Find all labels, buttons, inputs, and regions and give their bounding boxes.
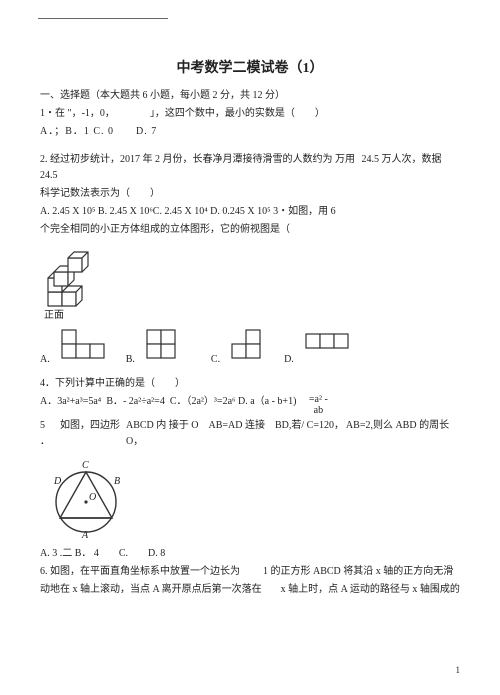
cubes-3d-figure — [40, 240, 110, 310]
q5-c3a: ABCD 内 接于 O — [126, 418, 199, 434]
choice-c-label: C. — [211, 352, 220, 370]
q2-line1a: 2. 经过初步统计，2017 年 2 月份，长春净月潭接待滑雪的人数约为 万用 — [40, 154, 355, 165]
svg-text:D: D — [53, 476, 62, 487]
svg-text:O: O — [89, 492, 96, 503]
q2-line2: 科学记数法表示为（ ） — [40, 186, 460, 202]
q4-tail: =a² - ab — [309, 394, 328, 416]
q4-c: C．（2a²）³=2a⁶ D. a（a - b+1) — [170, 396, 297, 407]
q3-tail: 个完全相同的小正方体组成的立体图形，它的俯视图是（ — [40, 222, 460, 238]
q1-stem-b: 」，这四个数中，最小的实数是（ ） — [150, 108, 325, 119]
q1-stem: 1・在 "，-1，0， 」，这四个数中，最小的实数是（ ） — [40, 106, 460, 122]
header-rule — [38, 18, 168, 19]
q5-c3b: O， — [126, 434, 199, 450]
choice-a-shape — [60, 328, 116, 370]
svg-text:C: C — [82, 460, 89, 471]
choice-a-label: A. — [40, 352, 50, 370]
q6-line2b: x 轴上时，点 A 运动的路径与 x 轴围成的 — [281, 584, 460, 595]
svg-text:B: B — [114, 476, 120, 487]
front-label: 正面 — [44, 308, 460, 324]
q6-line1b: 1 的正方形 ABCD 将其沿 x 轴的正方向无滑 — [263, 566, 453, 577]
q5-c1a: 5 — [40, 418, 54, 434]
choice-d-shape — [304, 328, 364, 358]
q4-b: B．- 2a²÷a²=4 — [106, 396, 165, 407]
q1-options: A．；B．1 C. 0 D. 7 — [40, 124, 460, 140]
q4-a: A．3a²+a³=5a⁴ — [40, 396, 101, 407]
q5-c1b: ． — [40, 434, 54, 450]
svg-text:A: A — [81, 530, 89, 541]
q5-col3: ABCD 内 接于 O O， — [126, 418, 199, 450]
q6-line1: 6. 如图，在平面直角坐标系中放置一个边长为 1 的正方形 ABCD 将其沿 x… — [40, 564, 460, 580]
section-header: 一、选择题（本大题共 6 小题，每小题 2 分，共 12 分） — [40, 88, 460, 104]
q6-line2a: 动地在 x 轴上滚动，当点 A 离开原点后第一次落在 — [40, 584, 262, 595]
q5-col2: 如图，四边形 — [60, 418, 120, 434]
q5-options: A. 3 .二 B． 4 C. D. 8 — [40, 546, 460, 562]
q3-choices: A. B. C. D. — [40, 328, 460, 370]
q5-c2a: 如图，四边形 — [60, 418, 120, 434]
q4-tail-top: =a² - — [309, 394, 328, 405]
q2-options: A. 2.45 X 10⁵ B. 2.45 X 10⁶C. 2.45 X 10⁴… — [40, 204, 460, 220]
q4-tail-bot: ab — [314, 405, 323, 416]
exam-page: 中考数学二模试卷（1） 一、选择题（本大题共 6 小题，每小题 2 分，共 12… — [0, 0, 500, 695]
choice-b-shape — [145, 328, 201, 370]
q5-figure: C D B A O — [44, 454, 134, 544]
q6-line1a: 6. 如图，在平面直角坐标系中放置一个边长为 — [40, 566, 240, 577]
page-number: 1 — [456, 663, 461, 677]
q5-stem: 5 ． 如图，四边形 ABCD 内 接于 O O， AB=AD 连接 BD,若/… — [40, 418, 460, 450]
q2-line1: 2. 经过初步统计，2017 年 2 月份，长春净月潭接待滑雪的人数约为 万用 … — [40, 152, 460, 184]
q5-col5: BD,若/ C=120， AB=2,则么 ABD 的周长 — [275, 418, 449, 434]
page-title: 中考数学二模试卷（1） — [40, 58, 460, 80]
q6-line2: 动地在 x 轴上滚动，当点 A 离开原点后第一次落在 x 轴上时，点 A 运动的… — [40, 582, 460, 598]
q4-stem: 4．下列计算中正确的是（ ） — [40, 376, 460, 392]
q5-col4: AB=AD 连接 — [209, 418, 265, 434]
q4-options: A．3a²+a³=5a⁴ B．- 2a²÷a²=4 C．（2a²）³=2a⁶ D… — [40, 394, 460, 416]
choice-c-shape — [230, 328, 274, 370]
q1-stem-a: 1・在 "，-1，0， — [40, 108, 115, 119]
choice-d-label: D. — [284, 352, 294, 370]
choice-b-label: B. — [126, 352, 135, 370]
q5-col1: 5 ． — [40, 418, 54, 450]
